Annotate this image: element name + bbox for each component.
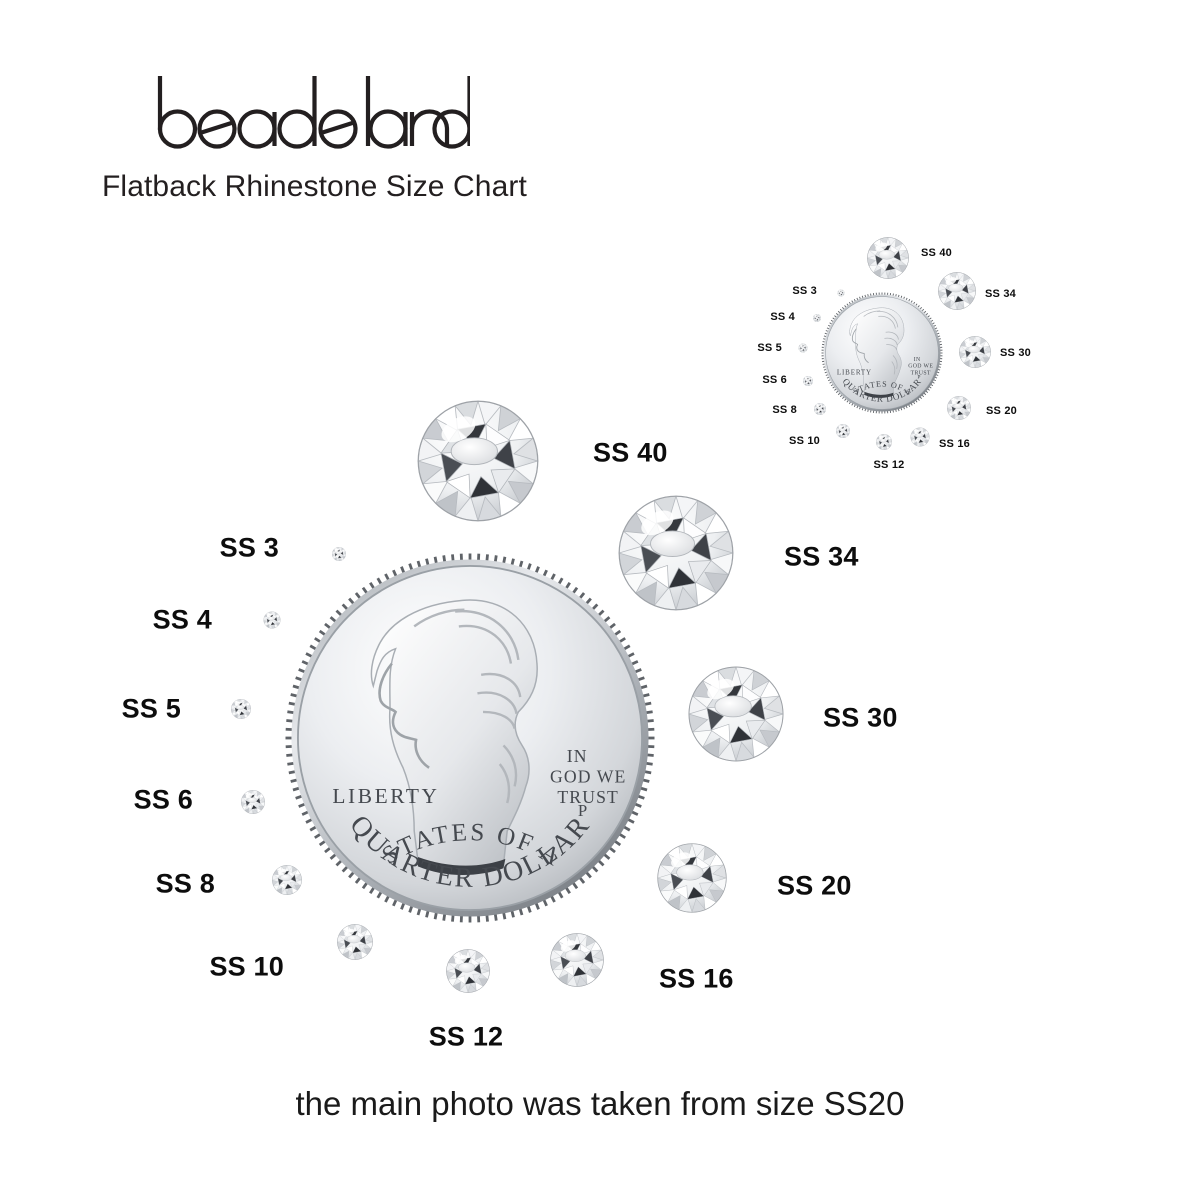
inset-label-ss-6: SS 6 xyxy=(762,374,787,386)
rhinestone-ss-12 xyxy=(876,434,892,450)
inset-stone-ss-8 xyxy=(814,403,826,415)
inset-label-ss-8: SS 8 xyxy=(772,404,797,416)
coin-mintmark: P xyxy=(578,801,587,820)
coin-motto-line-3: TRUST xyxy=(911,370,931,376)
stone-ss-40 xyxy=(417,400,539,522)
rhinestone-ss-16 xyxy=(550,933,604,987)
inset-stone-ss-12 xyxy=(876,434,892,450)
rhinestone-ss-6 xyxy=(803,376,813,386)
rhinestone-ss-12 xyxy=(446,949,490,993)
inset-stone-ss-16 xyxy=(910,427,930,447)
inset-label-ss-3: SS 3 xyxy=(792,285,817,297)
inset-stone-ss-5 xyxy=(798,343,808,353)
rhinestone-ss-8 xyxy=(814,403,826,415)
inset-stone-ss-6 xyxy=(803,376,813,386)
stone-ss-5 xyxy=(231,699,251,719)
stone-ss-4 xyxy=(263,611,281,629)
rhinestone-ss-4 xyxy=(263,611,281,629)
rhinestone-ss-5 xyxy=(231,699,251,719)
label-ss-3: SS 3 xyxy=(219,532,279,563)
inset-label-ss-16: SS 16 xyxy=(939,438,970,450)
coin-mintmark: P xyxy=(917,375,920,381)
rhinestone-ss-40 xyxy=(417,400,539,522)
coin-motto-line-2: GOD WE xyxy=(550,767,627,787)
inset-label-ss-12: SS 12 xyxy=(873,459,905,471)
us-quarter-coin: UNITED STATES OF AMERICAQUARTER DOLLARLI… xyxy=(284,552,655,923)
inset-stone-ss-30 xyxy=(959,336,991,368)
rhinestone-ss-20 xyxy=(947,396,971,420)
label-ss-5: SS 5 xyxy=(121,693,181,724)
label-ss-12: SS 12 xyxy=(428,1021,504,1052)
reference-coin: UNITED STATES OF AMERICAQUARTER DOLLARLI… xyxy=(284,552,656,924)
coin-motto-line-3: TRUST xyxy=(557,787,619,807)
inset-label-ss-10: SS 10 xyxy=(789,435,820,447)
rhinestone-ss-30 xyxy=(688,666,784,762)
rhinestone-ss-8 xyxy=(272,865,302,895)
rhinestone-ss-10 xyxy=(337,924,373,960)
inset-stone-ss-34 xyxy=(938,272,976,310)
label-ss-34: SS 34 xyxy=(784,541,859,572)
beadsland-logo xyxy=(140,72,470,152)
inset-stone-ss-40 xyxy=(867,237,909,279)
rhinestone-ss-20 xyxy=(657,843,727,913)
inset-stone-ss-10 xyxy=(836,424,850,438)
rhinestone-ss-34 xyxy=(618,495,734,611)
coin-liberty: LIBERTY xyxy=(837,368,872,376)
footer-note: the main photo was taken from size SS20 xyxy=(295,1085,905,1122)
rhinestone-ss-30 xyxy=(959,336,991,368)
label-ss-20: SS 20 xyxy=(777,870,852,901)
inset-label-ss-40: SS 40 xyxy=(921,247,952,259)
stone-ss-12 xyxy=(446,949,490,993)
label-ss-40: SS 40 xyxy=(593,437,668,468)
inset-stone-ss-4 xyxy=(813,314,821,322)
stone-ss-6 xyxy=(241,790,265,814)
stone-ss-34 xyxy=(618,495,734,611)
rhinestone-ss-16 xyxy=(910,427,930,447)
inset-label-ss-4: SS 4 xyxy=(770,311,795,323)
stone-ss-20 xyxy=(657,843,727,913)
label-ss-10: SS 10 xyxy=(209,951,284,982)
inset-label-ss-5: SS 5 xyxy=(757,342,782,354)
stone-ss-30 xyxy=(688,666,784,762)
rhinestone-ss-5 xyxy=(798,343,808,353)
label-ss-6: SS 6 xyxy=(133,784,193,815)
stone-ss-8 xyxy=(272,865,302,895)
inset-label-ss-30: SS 30 xyxy=(1000,347,1031,359)
stone-ss-3 xyxy=(332,547,346,561)
coin-motto-line-1: IN xyxy=(567,746,588,766)
stone-ss-10 xyxy=(337,924,373,960)
coin-liberty: LIBERTY xyxy=(332,784,439,808)
coin-motto-line-2: GOD WE xyxy=(908,364,933,370)
inset-label-ss-34: SS 34 xyxy=(985,288,1016,300)
coin-motto-line-1: IN xyxy=(914,357,921,363)
rhinestone-ss-34 xyxy=(938,272,976,310)
label-ss-8: SS 8 xyxy=(155,868,215,899)
rhinestone-ss-6 xyxy=(241,790,265,814)
inset-label-ss-20: SS 20 xyxy=(986,405,1017,417)
stone-ss-16 xyxy=(550,933,604,987)
us-quarter-coin: UNITED STATES OF AMERICAQUARTER DOLLARLI… xyxy=(821,292,943,414)
page-title: Flatback Rhinestone Size Chart xyxy=(102,170,527,203)
label-ss-30: SS 30 xyxy=(823,702,898,733)
inset-reference-coin: UNITED STATES OF AMERICAQUARTER DOLLARLI… xyxy=(821,292,943,414)
rhinestone-ss-3 xyxy=(332,547,346,561)
inset-size-diagram-thumbnail: UNITED STATES OF AMERICAQUARTER DOLLARLI… xyxy=(757,225,1060,490)
label-ss-4: SS 4 xyxy=(152,604,212,635)
rhinestone-ss-3 xyxy=(837,289,845,297)
rhinestone-ss-40 xyxy=(867,237,909,279)
label-ss-16: SS 16 xyxy=(659,963,734,994)
inset-stone-ss-3 xyxy=(837,289,845,297)
rhinestone-ss-10 xyxy=(836,424,850,438)
rhinestone-ss-4 xyxy=(813,314,821,322)
inset-stone-ss-20 xyxy=(947,396,971,420)
